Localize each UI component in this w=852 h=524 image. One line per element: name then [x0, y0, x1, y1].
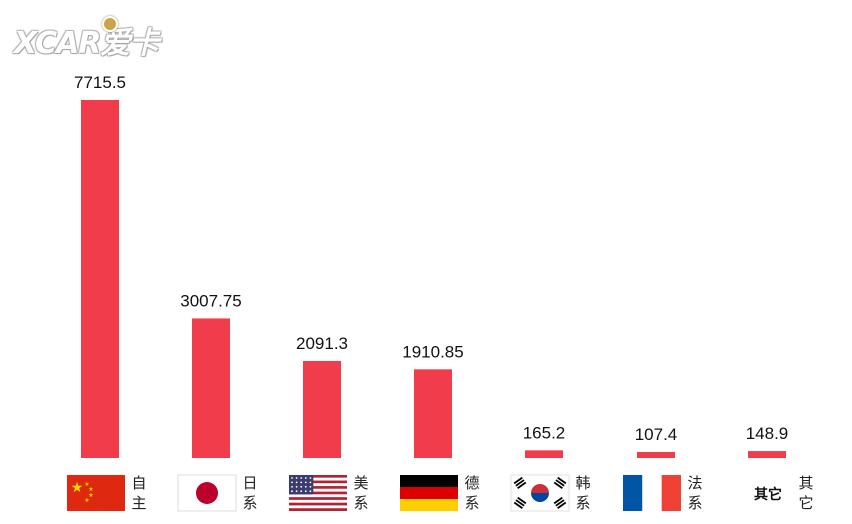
svg-text:其它: 其它	[754, 486, 782, 503]
watermark-text: XCAR爱卡	[14, 26, 159, 61]
bar-0	[81, 100, 119, 458]
data-label-5: 107.4	[635, 425, 678, 444]
usa-flag-icon	[289, 475, 347, 511]
japan-flag-icon	[177, 474, 237, 512]
data-label-4: 165.2	[523, 423, 566, 442]
germany-flag-icon	[400, 475, 458, 511]
bar-6	[748, 451, 786, 458]
korea-flag-icon	[510, 474, 570, 512]
category-label-3: 德系	[464, 474, 480, 512]
france-flag-icon	[623, 475, 681, 511]
bar-2	[303, 360, 341, 458]
svg-text:★: ★	[84, 481, 89, 488]
bar-5	[637, 452, 675, 458]
data-label-1: 3007.75	[180, 291, 241, 310]
category-label-6: 其它	[798, 474, 814, 512]
svg-text:★: ★	[71, 479, 84, 495]
data-label-2: 2091.3	[296, 334, 348, 353]
category-label-5: 法系	[687, 474, 703, 512]
bar-1	[192, 318, 230, 458]
data-label-6: 148.9	[746, 424, 789, 443]
svg-text:★: ★	[88, 492, 93, 499]
category-label-1: 日系	[242, 474, 258, 512]
category-label-2: 美系	[353, 474, 369, 512]
bar-3	[414, 369, 452, 458]
data-label-0: 7715.5	[74, 73, 126, 92]
category-label-0: 自主	[131, 474, 147, 512]
china-flag-icon: ★ ★★★★	[67, 475, 125, 511]
bar-4	[525, 450, 563, 458]
logo-ornament-icon	[102, 16, 118, 32]
data-label-3: 1910.85	[402, 342, 463, 361]
other-icon: 其它	[752, 486, 782, 503]
svg-text:★: ★	[84, 497, 89, 504]
svg-text:★: ★	[88, 486, 93, 493]
xcar-watermark-logo: XCAR爱卡	[14, 16, 159, 64]
category-label-4: 韩系	[575, 474, 591, 512]
